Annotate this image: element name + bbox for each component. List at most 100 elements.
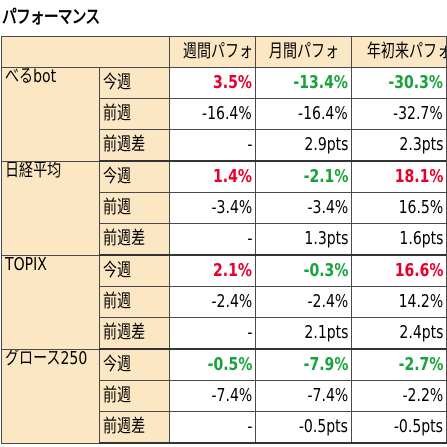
period-label-cell: 今週 bbox=[99, 67, 170, 99]
value-cell-monthly: 1.3pts bbox=[255, 223, 352, 256]
value-monthly: -2.4% bbox=[307, 291, 348, 312]
value-ytd: 2.3pts bbox=[398, 134, 443, 155]
value-weekly: 3.5% bbox=[213, 72, 252, 93]
value-cell-ytd: 16.6% bbox=[351, 254, 447, 287]
header-row: 週間パフォ 月間パフォ 年初来パフォ bbox=[1, 36, 447, 68]
value-cell-monthly: -2.1% bbox=[255, 160, 352, 193]
period-label: 前週 bbox=[103, 385, 132, 406]
group-name: TOPIX bbox=[5, 255, 47, 275]
period-label: 今週 bbox=[103, 166, 132, 187]
table-row: 前週差 - -0.5pts -0.5pts bbox=[2, 411, 447, 444]
table-row: 前週 -3.4% -3.4% 16.5% bbox=[2, 192, 447, 224]
header-weekly: 週間パフォ bbox=[169, 36, 256, 68]
value-cell-monthly: -16.4% bbox=[255, 98, 352, 130]
period-label: 今週 bbox=[103, 72, 132, 93]
table-row: 前週 -7.4% -7.4% -2.2% bbox=[2, 380, 447, 412]
value-cell-ytd: -32.7% bbox=[351, 98, 447, 130]
value-monthly: -13.4% bbox=[293, 72, 348, 93]
table-row: 日経平均 今週 1.4% -2.1% 18.1% bbox=[1, 160, 447, 256]
value-ytd: 18.1% bbox=[394, 166, 443, 187]
table-row: 前週差 - 2.1pts 2.4pts bbox=[2, 317, 447, 350]
value-weekly: -7.4% bbox=[211, 385, 252, 406]
value-weekly: -3.4% bbox=[211, 197, 252, 218]
value-cell-weekly: - bbox=[169, 411, 256, 444]
header-ytd: 年初来パフォ bbox=[351, 36, 447, 68]
value-ytd: -2.2% bbox=[402, 385, 443, 406]
value-cell-ytd: -2.7% bbox=[351, 348, 447, 381]
value-monthly: -16.4% bbox=[298, 103, 348, 124]
value-cell-monthly: -0.3% bbox=[255, 254, 352, 287]
table-row: 前週 -16.4% -16.4% -32.7% bbox=[2, 98, 447, 130]
value-weekly: - bbox=[246, 322, 252, 343]
period-label: 今週 bbox=[103, 260, 132, 281]
header-ytd-label: 年初来パフォ bbox=[366, 41, 447, 62]
value-cell-ytd: -30.3% bbox=[351, 67, 447, 99]
value-cell-weekly: 2.1% bbox=[169, 254, 256, 287]
value-cell-weekly: -2.4% bbox=[169, 286, 256, 318]
value-cell-weekly: -7.4% bbox=[169, 380, 256, 412]
table-row: 前週差 - 2.9pts 2.3pts bbox=[2, 129, 447, 162]
value-ytd: -2.7% bbox=[398, 354, 443, 375]
value-ytd: 2.4pts bbox=[398, 322, 443, 343]
value-cell-weekly: -16.4% bbox=[169, 98, 256, 130]
value-cell-ytd: -0.5pts bbox=[351, 411, 447, 444]
value-monthly: -3.4% bbox=[307, 197, 348, 218]
table-row: グロース250 今週 -0.5% -7.9% -2.7% bbox=[1, 348, 447, 444]
value-cell-weekly: - bbox=[169, 317, 256, 350]
period-label-cell: 前週 bbox=[99, 98, 170, 130]
value-cell-weekly: - bbox=[169, 129, 256, 162]
value-cell-monthly: -2.4% bbox=[255, 286, 352, 318]
header-monthly: 月間パフォ bbox=[255, 36, 352, 68]
period-label: 前週差 bbox=[103, 322, 146, 343]
header-monthly-label: 月間パフォ bbox=[268, 41, 340, 62]
value-cell-ytd: 2.4pts bbox=[351, 317, 447, 350]
table-row: べるbot 今週 3.5% -13.4% -30.3% bbox=[1, 67, 447, 162]
value-cell-ytd: 18.1% bbox=[351, 160, 447, 193]
value-cell-ytd: 16.5% bbox=[351, 192, 447, 224]
header-corner bbox=[1, 36, 170, 68]
value-cell-weekly: 1.4% bbox=[169, 160, 256, 193]
value-cell-monthly: -13.4% bbox=[255, 67, 352, 99]
value-cell-weekly: -3.4% bbox=[169, 192, 256, 224]
value-ytd: 14.2% bbox=[398, 291, 443, 312]
value-weekly: -0.5% bbox=[207, 354, 252, 375]
period-label-cell: 今週 bbox=[99, 348, 170, 381]
value-ytd: -30.3% bbox=[388, 72, 443, 93]
period-label: 前週差 bbox=[103, 134, 146, 155]
value-weekly: -2.4% bbox=[211, 291, 252, 312]
value-ytd: 1.6pts bbox=[398, 228, 443, 249]
value-cell-monthly: -3.4% bbox=[255, 192, 352, 224]
value-ytd: 16.6% bbox=[394, 260, 443, 281]
period-label: 前週差 bbox=[103, 228, 146, 249]
value-monthly: -0.3% bbox=[303, 260, 348, 281]
value-cell-ytd: 2.3pts bbox=[351, 129, 447, 162]
value-monthly: -2.1% bbox=[303, 166, 348, 187]
value-cell-monthly: 2.1pts bbox=[255, 317, 352, 350]
value-cell-ytd: 14.2% bbox=[351, 286, 447, 318]
group-name-cell: TOPIX bbox=[1, 254, 100, 350]
period-label-cell: 前週 bbox=[99, 380, 170, 412]
group-name: べるbot bbox=[5, 67, 57, 87]
value-monthly: -7.9% bbox=[303, 354, 348, 375]
value-cell-weekly: -0.5% bbox=[169, 348, 256, 381]
value-cell-ytd: -2.2% bbox=[351, 380, 447, 412]
value-ytd: 16.5% bbox=[398, 197, 443, 218]
period-label-cell: 前週差 bbox=[99, 223, 170, 256]
value-monthly: 2.1pts bbox=[303, 322, 348, 343]
header-weekly-label: 週間パフォ bbox=[182, 41, 254, 62]
period-label: 前週 bbox=[103, 103, 132, 124]
value-monthly: 2.9pts bbox=[303, 134, 348, 155]
period-label-cell: 前週差 bbox=[99, 317, 170, 350]
group-name: グロース250 bbox=[5, 349, 88, 369]
value-monthly: -7.4% bbox=[307, 385, 348, 406]
value-ytd: -32.7% bbox=[393, 103, 443, 124]
table-row: TOPIX 今週 2.1% -0.3% 16.6% bbox=[1, 254, 447, 350]
value-ytd: -0.5pts bbox=[393, 416, 443, 437]
value-cell-weekly: - bbox=[169, 223, 256, 256]
value-weekly: - bbox=[246, 416, 252, 437]
table-row: 前週差 - 1.3pts 1.6pts bbox=[2, 223, 447, 256]
period-label-cell: 今週 bbox=[99, 254, 170, 287]
period-label-cell: 今週 bbox=[99, 160, 170, 193]
value-monthly: 1.3pts bbox=[303, 228, 348, 249]
value-cell-monthly: -7.9% bbox=[255, 348, 352, 381]
